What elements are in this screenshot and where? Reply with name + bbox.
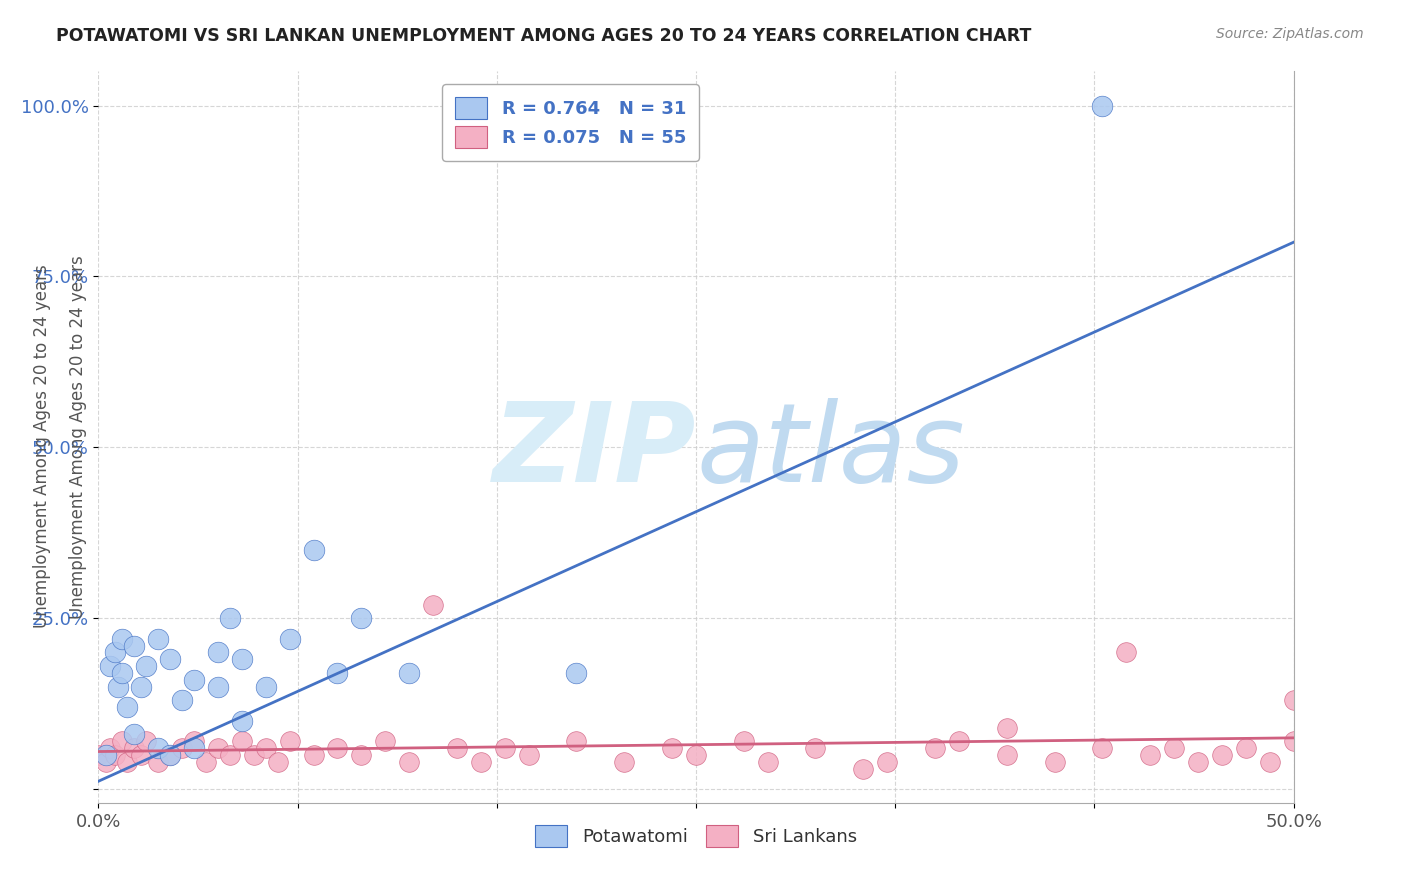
Point bbox=[1163, 741, 1185, 756]
Point bbox=[350, 611, 373, 625]
Point bbox=[613, 755, 636, 769]
Point bbox=[685, 747, 707, 762]
Point bbox=[494, 741, 516, 756]
Point bbox=[948, 734, 970, 748]
Point bbox=[278, 734, 301, 748]
Point bbox=[1187, 755, 1209, 769]
Point bbox=[446, 741, 468, 756]
Point bbox=[756, 755, 779, 769]
Point bbox=[1234, 741, 1257, 756]
Point bbox=[115, 700, 138, 714]
Point bbox=[148, 755, 170, 769]
Point bbox=[278, 632, 301, 646]
Point bbox=[148, 741, 170, 756]
Point bbox=[1211, 747, 1233, 762]
Point bbox=[1091, 98, 1114, 112]
Point bbox=[219, 747, 242, 762]
Text: POTAWATOMI VS SRI LANKAN UNEMPLOYMENT AMONG AGES 20 TO 24 YEARS CORRELATION CHAR: POTAWATOMI VS SRI LANKAN UNEMPLOYMENT AM… bbox=[56, 27, 1032, 45]
Point bbox=[302, 747, 325, 762]
Point bbox=[326, 665, 349, 680]
Point bbox=[104, 747, 127, 762]
Point bbox=[326, 741, 349, 756]
Point bbox=[231, 652, 253, 666]
Point bbox=[98, 659, 122, 673]
Point bbox=[207, 741, 229, 756]
Point bbox=[470, 755, 492, 769]
Point bbox=[87, 747, 110, 762]
Point bbox=[124, 741, 146, 756]
Point bbox=[231, 734, 253, 748]
Point bbox=[243, 747, 266, 762]
Point bbox=[172, 741, 194, 756]
Legend: Potawatomi, Sri Lankans: Potawatomi, Sri Lankans bbox=[523, 813, 869, 860]
Text: Unemployment Among Ages 20 to 24 years: Unemployment Among Ages 20 to 24 years bbox=[34, 264, 51, 628]
Point bbox=[924, 741, 946, 756]
Point bbox=[111, 665, 134, 680]
Point bbox=[124, 727, 146, 741]
Text: atlas: atlas bbox=[696, 398, 965, 505]
Point bbox=[111, 734, 134, 748]
Point bbox=[159, 747, 181, 762]
Point bbox=[94, 755, 117, 769]
Point bbox=[374, 734, 396, 748]
Point bbox=[131, 680, 153, 694]
Point bbox=[302, 542, 325, 557]
Point bbox=[148, 632, 170, 646]
Point bbox=[1282, 693, 1305, 707]
Point bbox=[124, 639, 146, 653]
Point bbox=[183, 673, 205, 687]
Point bbox=[131, 747, 153, 762]
Point bbox=[517, 747, 540, 762]
Point bbox=[995, 747, 1018, 762]
Point bbox=[804, 741, 827, 756]
Point bbox=[1139, 747, 1161, 762]
Point bbox=[852, 762, 875, 776]
Point bbox=[1043, 755, 1066, 769]
Point bbox=[1282, 734, 1305, 748]
Point bbox=[661, 741, 683, 756]
Point bbox=[98, 741, 122, 756]
Point bbox=[183, 741, 205, 756]
Point bbox=[107, 680, 129, 694]
Point bbox=[219, 611, 242, 625]
Point bbox=[876, 755, 898, 769]
Point bbox=[254, 741, 277, 756]
Point bbox=[159, 747, 181, 762]
Point bbox=[350, 747, 373, 762]
Point bbox=[135, 734, 157, 748]
Point bbox=[267, 755, 290, 769]
Point bbox=[195, 755, 218, 769]
Point bbox=[565, 734, 588, 748]
Point bbox=[135, 659, 157, 673]
Point bbox=[254, 680, 277, 694]
Point bbox=[565, 665, 588, 680]
Point bbox=[231, 714, 253, 728]
Text: Source: ZipAtlas.com: Source: ZipAtlas.com bbox=[1216, 27, 1364, 41]
Text: ZIP: ZIP bbox=[492, 398, 696, 505]
Point bbox=[1258, 755, 1281, 769]
Point bbox=[398, 665, 420, 680]
Point bbox=[422, 598, 444, 612]
Point bbox=[115, 755, 138, 769]
Point bbox=[111, 632, 134, 646]
Point bbox=[172, 693, 194, 707]
Point bbox=[207, 680, 229, 694]
Point bbox=[94, 747, 117, 762]
Point bbox=[1091, 741, 1114, 756]
Point bbox=[104, 645, 127, 659]
Point bbox=[159, 652, 181, 666]
Point bbox=[183, 734, 205, 748]
Point bbox=[733, 734, 755, 748]
Point bbox=[1115, 645, 1137, 659]
Point bbox=[995, 721, 1018, 735]
Y-axis label: Unemployment Among Ages 20 to 24 years: Unemployment Among Ages 20 to 24 years bbox=[69, 255, 87, 619]
Point bbox=[398, 755, 420, 769]
Point bbox=[207, 645, 229, 659]
